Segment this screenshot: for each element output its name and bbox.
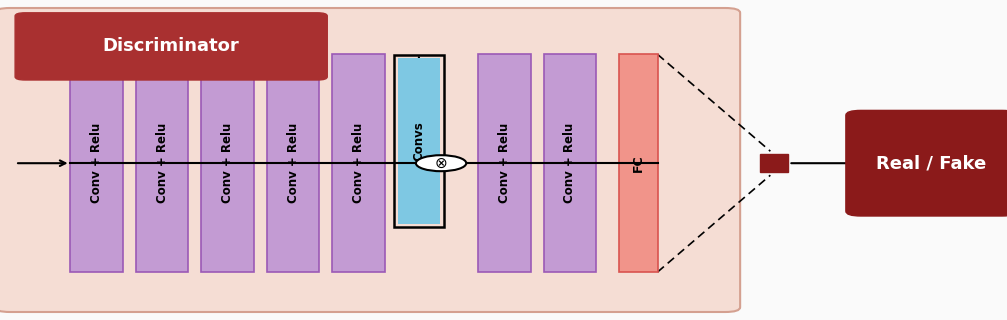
Text: Conv + Relu: Conv + Relu	[564, 123, 576, 203]
FancyBboxPatch shape	[201, 54, 254, 272]
FancyBboxPatch shape	[0, 8, 740, 312]
FancyBboxPatch shape	[846, 110, 1007, 216]
FancyBboxPatch shape	[544, 54, 596, 272]
FancyBboxPatch shape	[15, 13, 327, 80]
FancyBboxPatch shape	[332, 54, 385, 272]
Circle shape	[416, 155, 466, 171]
FancyBboxPatch shape	[136, 54, 188, 272]
FancyBboxPatch shape	[70, 54, 123, 272]
Text: Conv + Relu: Conv + Relu	[287, 123, 299, 203]
FancyBboxPatch shape	[619, 54, 658, 272]
Text: Conv + Relu: Conv + Relu	[352, 123, 365, 203]
Text: ⊗: ⊗	[435, 156, 447, 171]
Text: Real / Fake: Real / Fake	[876, 154, 987, 172]
Text: Discriminator: Discriminator	[103, 37, 240, 55]
Text: Conv + Relu: Conv + Relu	[498, 123, 511, 203]
Text: FC: FC	[632, 154, 644, 172]
FancyBboxPatch shape	[478, 54, 531, 272]
FancyBboxPatch shape	[760, 155, 788, 172]
Text: Conv + Relu: Conv + Relu	[222, 123, 234, 203]
FancyBboxPatch shape	[398, 58, 440, 224]
Text: Conv + Relu: Conv + Relu	[91, 123, 103, 203]
Text: Convs: Convs	[413, 121, 425, 161]
Text: Conv + Relu: Conv + Relu	[156, 123, 168, 203]
FancyBboxPatch shape	[267, 54, 319, 272]
